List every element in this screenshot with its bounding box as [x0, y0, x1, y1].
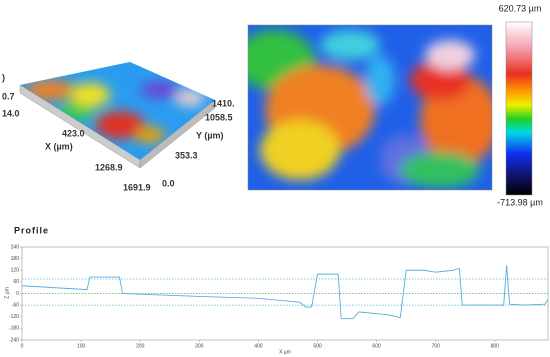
surface-label: 14.0: [2, 108, 20, 118]
y-tick-label: -180: [9, 326, 19, 332]
x-tick-label: 100: [77, 343, 86, 349]
x-tick-label: 600: [372, 343, 381, 349]
surface-label: 1268.9: [95, 162, 123, 172]
surface-label: ): [2, 72, 5, 82]
x-tick-label: 400: [254, 343, 263, 349]
x-tick-label: 0: [21, 343, 24, 349]
x-tick-label: 800: [491, 343, 500, 349]
colorbar-max: 620.73 µm: [499, 3, 542, 13]
surface-3d: ) 0.7 14.0 423.0 X (µm) 1268.9 1691.9 0.…: [2, 62, 235, 192]
x-axis-label: X µm: [279, 349, 291, 355]
y-axis-label: Z µm: [4, 287, 10, 299]
x-tick-label: 300: [195, 343, 204, 349]
surface-label: 1058.5: [205, 112, 233, 122]
surface-label: 1410.: [212, 98, 235, 108]
profile-line: [21, 265, 549, 320]
x-tick-label: 700: [432, 343, 441, 349]
colorbar-min: -713.98 µm: [497, 197, 543, 207]
surface-label: 423.0: [62, 128, 85, 138]
y-tick-label: 0: [16, 291, 19, 297]
surface-label: 353.3: [175, 150, 198, 160]
surface-label: 1691.9: [123, 182, 151, 192]
colorbar: [505, 21, 533, 196]
y-tick-label: -240: [9, 337, 19, 343]
surface-label: 0.7: [2, 91, 15, 101]
surface-label: 0.0: [162, 178, 175, 188]
surface-label: X (µm): [45, 141, 73, 151]
y-tick-label: 180: [11, 256, 20, 262]
chart-title: Profile: [14, 225, 49, 235]
y-tick-label: -120: [9, 314, 19, 320]
surface-label: Y (µm): [196, 130, 224, 140]
y-tick-label: 240: [11, 244, 20, 250]
y-tick-label: -60: [12, 302, 19, 308]
y-tick-label: 120: [11, 268, 20, 274]
x-tick-label: 200: [136, 343, 145, 349]
y-tick-label: 60: [13, 279, 19, 285]
x-tick-label: 500: [313, 343, 322, 349]
height-map: [247, 24, 493, 191]
